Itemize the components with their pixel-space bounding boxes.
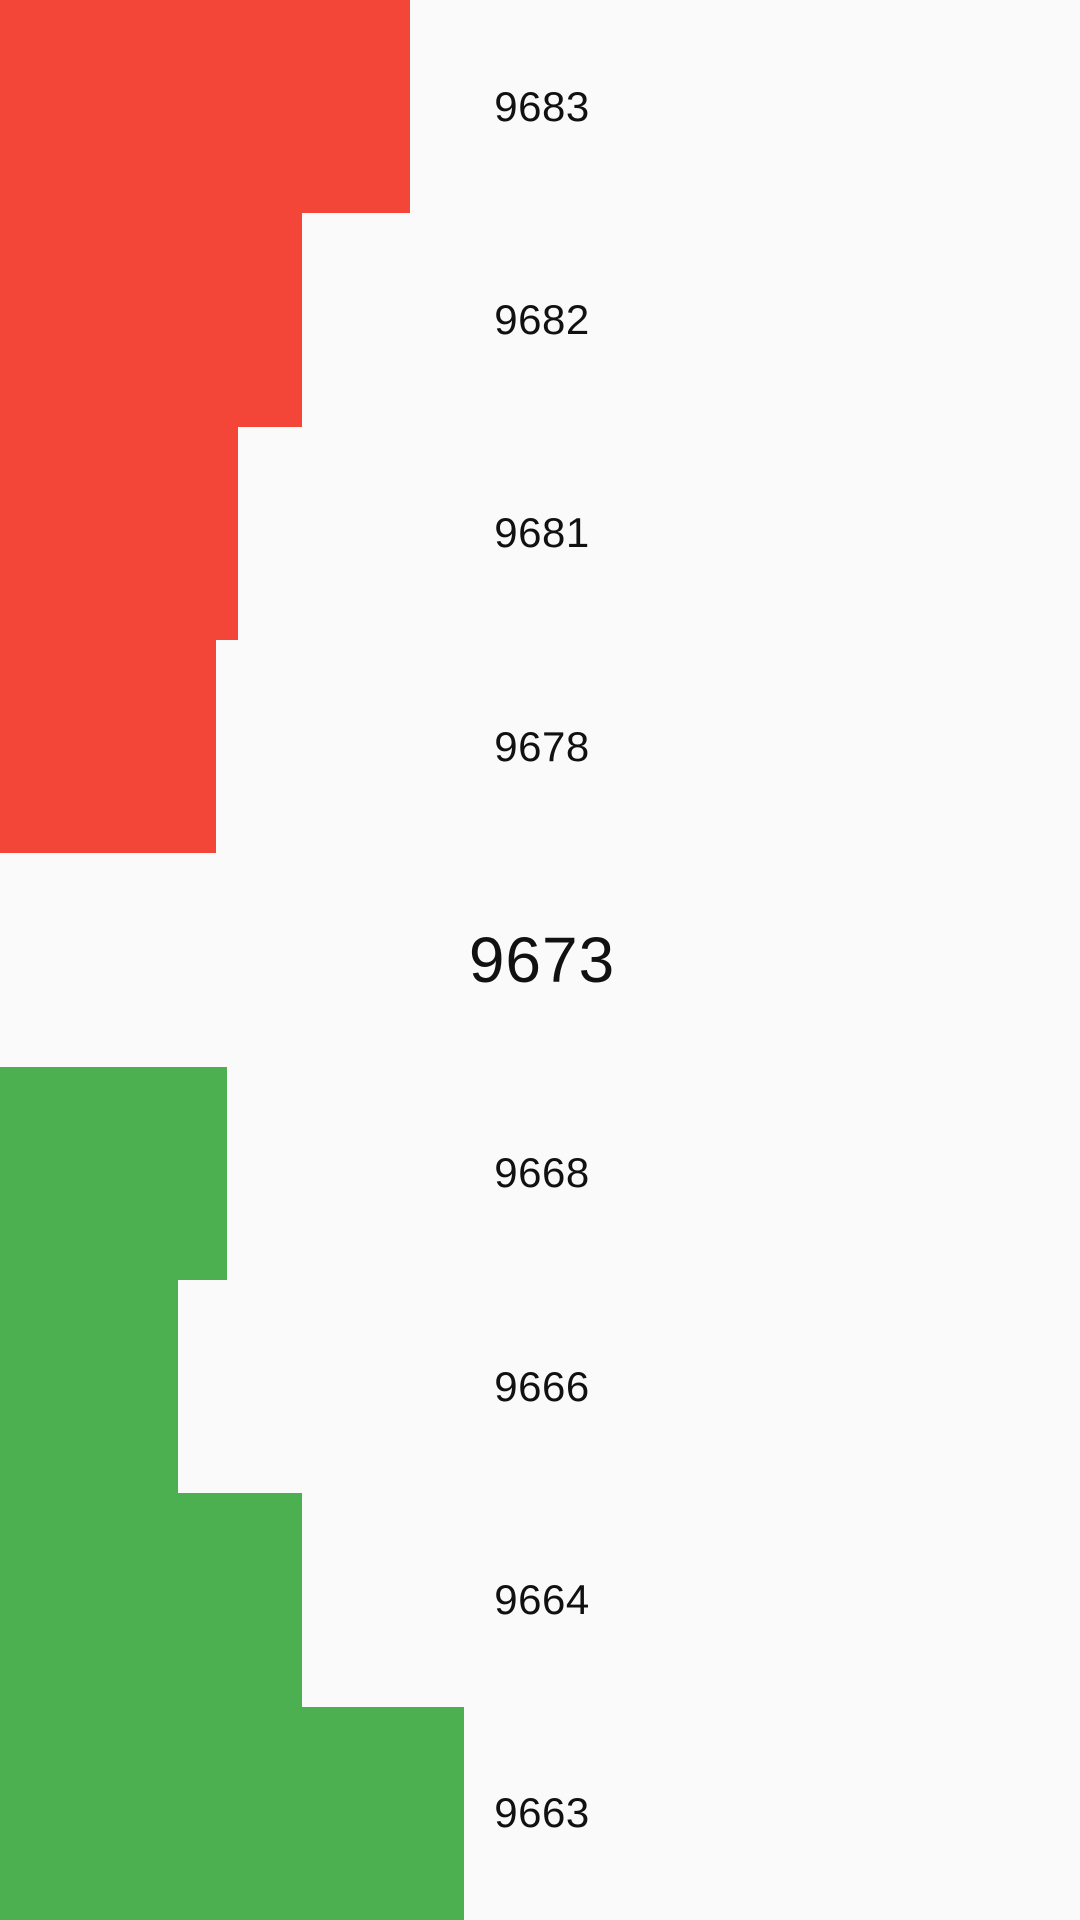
ask-row[interactable]: 9681 xyxy=(0,426,1080,640)
ask-row[interactable]: 9682 xyxy=(0,213,1080,427)
bid-price: 9663 xyxy=(494,1789,590,1837)
ask-row[interactable]: 9683 xyxy=(0,0,1080,214)
ask-row[interactable]: 9678 xyxy=(0,639,1080,854)
bid-volume-bar xyxy=(0,1066,227,1280)
bid-price: 9668 xyxy=(494,1149,590,1197)
current-price: 9673 xyxy=(468,923,616,996)
bid-row[interactable]: 9664 xyxy=(0,1493,1080,1707)
ask-volume-bar xyxy=(0,426,238,640)
bid-price: 9666 xyxy=(494,1362,590,1410)
current-price-row: 9673 xyxy=(0,853,1080,1066)
bid-row[interactable]: 9668 xyxy=(0,1066,1080,1280)
bid-price: 9664 xyxy=(494,1575,590,1623)
bid-volume-bar xyxy=(0,1279,179,1494)
ask-price: 9681 xyxy=(494,509,590,557)
ask-volume-bar xyxy=(0,0,411,214)
ask-price: 9678 xyxy=(494,722,590,770)
bid-row[interactable]: 9663 xyxy=(0,1706,1080,1920)
bid-row[interactable]: 9666 xyxy=(0,1279,1080,1494)
bid-volume-bar xyxy=(0,1706,465,1920)
ask-price: 9682 xyxy=(494,295,590,343)
ask-volume-bar xyxy=(0,639,216,854)
ask-volume-bar xyxy=(0,213,303,427)
ask-price: 9683 xyxy=(494,82,590,130)
bid-volume-bar xyxy=(0,1493,303,1707)
